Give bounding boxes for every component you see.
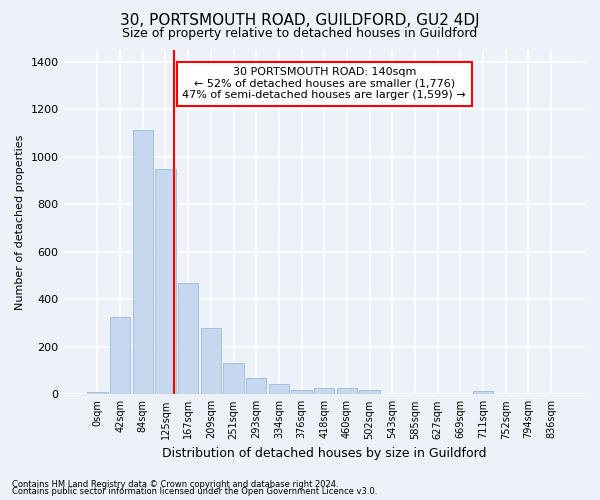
- Bar: [246, 378, 266, 394]
- Bar: [292, 390, 312, 394]
- Text: Contains HM Land Registry data © Crown copyright and database right 2024.: Contains HM Land Registry data © Crown c…: [12, 480, 338, 489]
- Text: Contains public sector information licensed under the Open Government Licence v3: Contains public sector information licen…: [12, 487, 377, 496]
- Bar: [110, 317, 130, 394]
- Bar: [200, 328, 221, 394]
- Text: 30 PORTSMOUTH ROAD: 140sqm
← 52% of detached houses are smaller (1,776)
47% of s: 30 PORTSMOUTH ROAD: 140sqm ← 52% of deta…: [182, 67, 466, 100]
- Bar: [337, 388, 357, 394]
- Bar: [473, 392, 493, 394]
- Y-axis label: Number of detached properties: Number of detached properties: [15, 134, 25, 310]
- Bar: [133, 130, 153, 394]
- Bar: [178, 282, 199, 395]
- Bar: [87, 392, 107, 394]
- Bar: [314, 388, 334, 394]
- Bar: [269, 384, 289, 394]
- Bar: [359, 390, 380, 394]
- Bar: [223, 364, 244, 394]
- Bar: [155, 168, 176, 394]
- Text: Size of property relative to detached houses in Guildford: Size of property relative to detached ho…: [122, 28, 478, 40]
- X-axis label: Distribution of detached houses by size in Guildford: Distribution of detached houses by size …: [162, 447, 487, 460]
- Text: 30, PORTSMOUTH ROAD, GUILDFORD, GU2 4DJ: 30, PORTSMOUTH ROAD, GUILDFORD, GU2 4DJ: [120, 12, 480, 28]
